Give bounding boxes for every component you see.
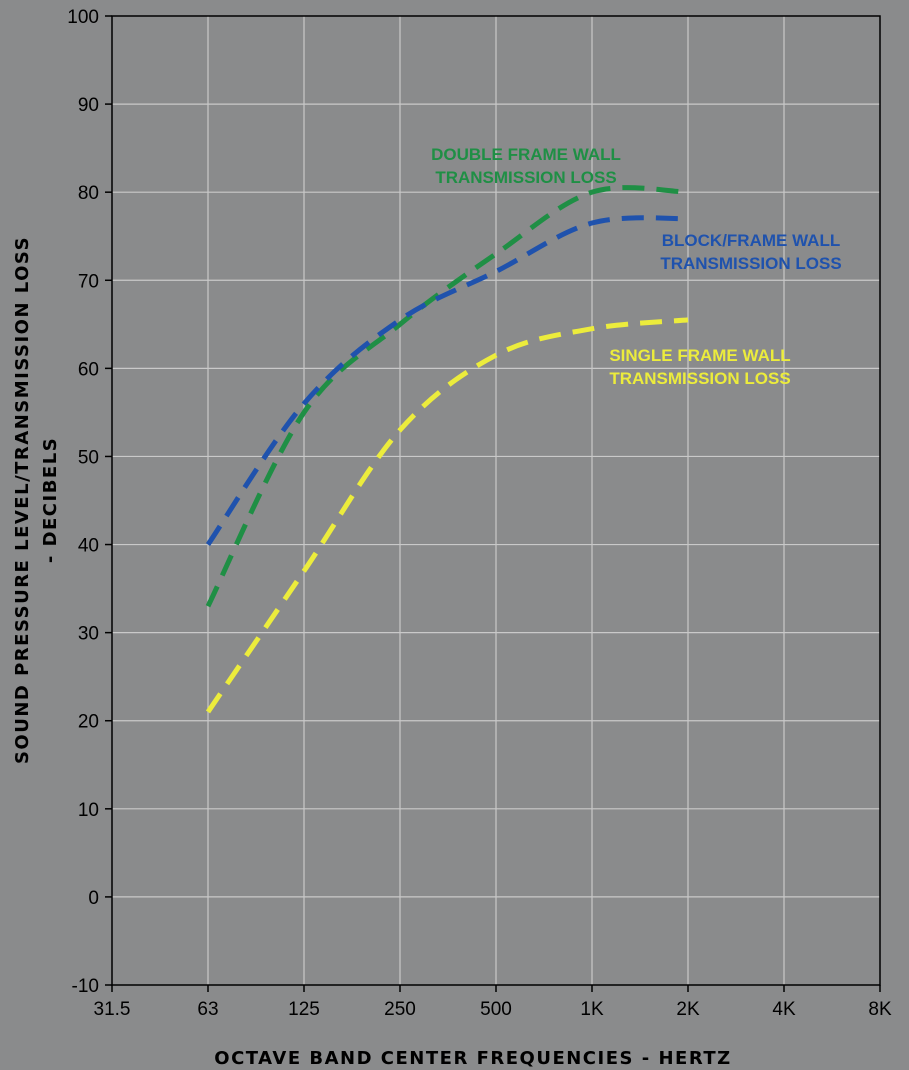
- x-tick-label: 250: [384, 999, 416, 1020]
- series-label-2-line2: TRANSMISSION LOSS: [609, 369, 790, 388]
- x-tick-label: 4K: [772, 999, 796, 1020]
- y-axis-title-line2: - DECIBELS: [40, 437, 61, 563]
- series-line-1: [205, 215, 689, 546]
- y-tick-label: 40: [78, 536, 99, 557]
- y-tick-label: 100: [67, 7, 99, 28]
- y-tick-label: 70: [78, 271, 99, 292]
- y-tick-label: 10: [78, 800, 99, 821]
- x-tick-label: 8K: [868, 999, 892, 1020]
- y-tick-label: 0: [88, 888, 99, 909]
- series-labels: DOUBLE FRAME WALL TRANSMISSION LOSS BLOCK/…: [431, 145, 842, 388]
- ticks: -10 0 10 20 30 40 50 60 70 80 90 100 31.5 63 125 250 500…: [67, 7, 892, 1020]
- series-label-1-line2: TRANSMISSION LOSS: [660, 254, 841, 273]
- series-lines: [205, 185, 689, 714]
- y-tick-label: -10: [72, 976, 99, 997]
- y-axis-title-line1: SOUND PRESSURE LEVEL/TRANSMISSION LOSS: [12, 236, 33, 764]
- series-line-0: [205, 185, 689, 608]
- y-tick-label: 80: [78, 183, 99, 204]
- y-tick-label: 50: [78, 447, 99, 468]
- series-label-2-line1: SINGLE FRAME WALL: [609, 346, 790, 365]
- x-tick-label: 31.5: [94, 999, 131, 1020]
- y-tick-label: 30: [78, 624, 99, 645]
- x-axis-title: OCTAVE BAND CENTER FREQUENCIES - HERTZ: [214, 1048, 731, 1069]
- x-tick-label: 125: [288, 999, 320, 1020]
- series-label-0-line2: TRANSMISSION LOSS: [435, 168, 616, 187]
- y-tick-label: 60: [78, 359, 99, 380]
- series-line-2: [205, 317, 689, 714]
- grid: [112, 16, 880, 985]
- x-tick-label: 1K: [580, 999, 604, 1020]
- y-tick-label: 20: [78, 712, 99, 733]
- series-label-0-line1: DOUBLE FRAME WALL: [431, 145, 621, 164]
- y-tick-label: 90: [78, 95, 99, 116]
- x-tick-label: 500: [480, 999, 512, 1020]
- x-tick-label: 63: [197, 999, 218, 1020]
- series-label-1-line1: BLOCK/FRAME WALL: [662, 231, 840, 250]
- x-tick-label: 2K: [676, 999, 700, 1020]
